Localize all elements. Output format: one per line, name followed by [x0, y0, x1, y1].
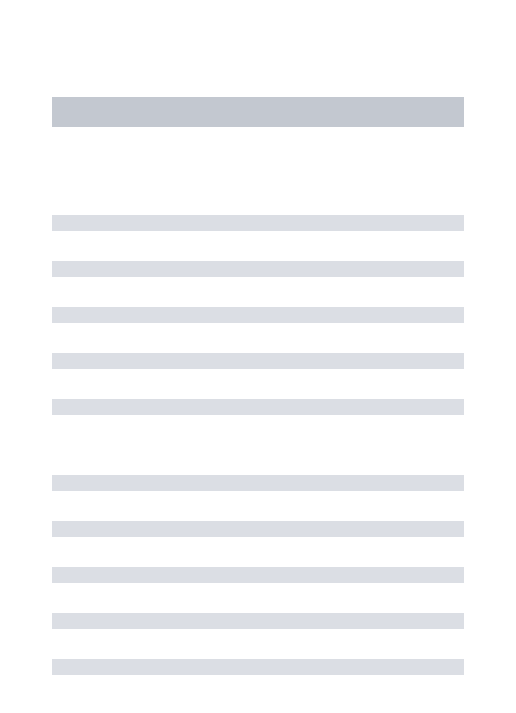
skeleton-section-gap — [52, 445, 464, 475]
skeleton-line — [52, 307, 464, 323]
skeleton-line — [52, 261, 464, 277]
skeleton-line — [52, 613, 464, 629]
skeleton-header — [52, 97, 464, 127]
skeleton-group-1 — [52, 215, 464, 415]
skeleton-line — [52, 399, 464, 415]
skeleton-line — [52, 567, 464, 583]
skeleton-line — [52, 475, 464, 491]
skeleton-container — [52, 0, 464, 705]
skeleton-line — [52, 659, 464, 675]
skeleton-line — [52, 521, 464, 537]
skeleton-line — [52, 215, 464, 231]
skeleton-line — [52, 353, 464, 369]
skeleton-group-2 — [52, 475, 464, 675]
